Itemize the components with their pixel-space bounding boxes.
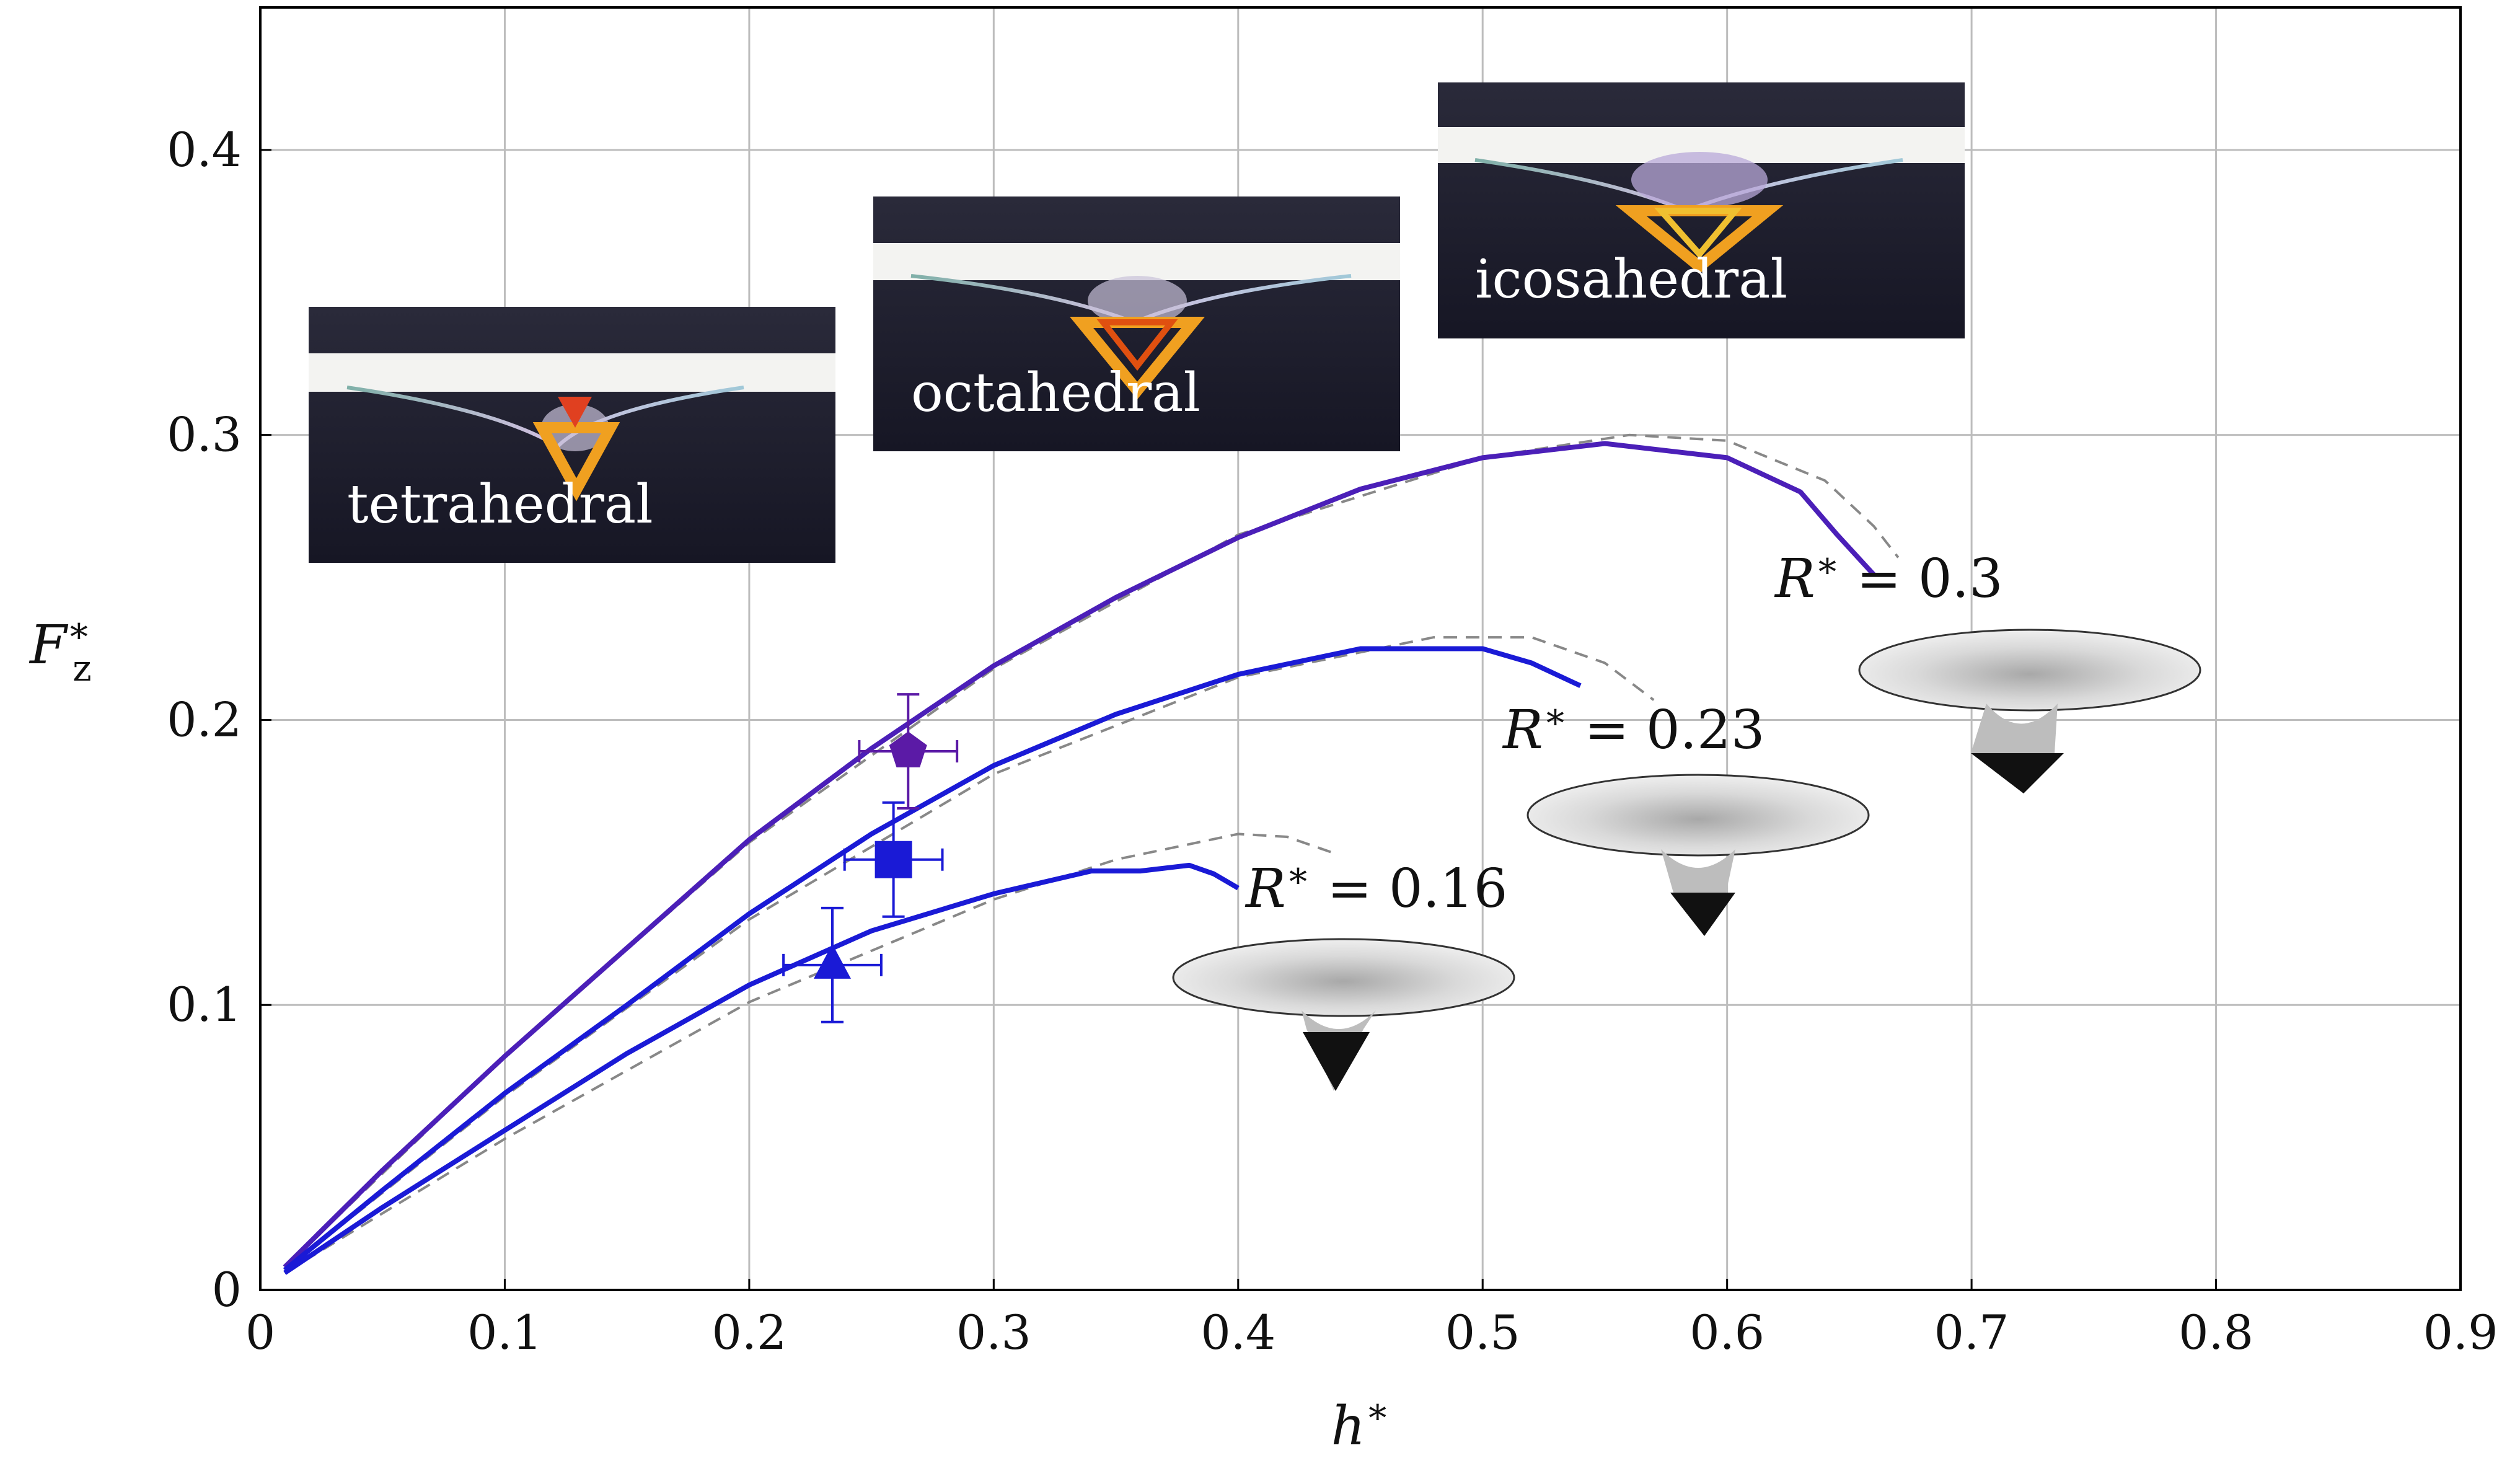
x-tick-label: 0.4 <box>1201 1305 1275 1360</box>
droplet <box>1088 276 1187 325</box>
data-point-triangle <box>814 943 851 979</box>
particle-inner <box>1654 208 1742 259</box>
annotation-r03: R∗ = 0.3 <box>1774 544 2003 610</box>
series-line <box>283 862 1240 1275</box>
y-axis-ticks: 0 0.1 0.2 0.3 0.4 <box>167 122 271 1317</box>
droplet <box>1631 152 1768 208</box>
photo-label-icosahedral: icosahedral <box>1475 249 1787 311</box>
funnel-illustration-r016 <box>1172 938 1515 1091</box>
series-line <box>283 441 1876 1270</box>
photo-inset-octahedral: octahedral <box>873 196 1400 451</box>
funnel-illustration-r023 <box>1527 774 1870 936</box>
y-axis-label: F∗ z <box>29 609 92 689</box>
x-axis-ticks: 0 0.1 0.2 0.3 0.4 0.5 0.6 0.7 0.8 0.9 <box>245 1279 2498 1360</box>
series-curves <box>283 441 1876 1275</box>
x-tick-label: 0.5 <box>1445 1305 1520 1360</box>
x-tick-label: 0.1 <box>467 1305 542 1360</box>
y-tick-label: 0 <box>212 1262 242 1317</box>
photo-label-octahedral: octahedral <box>911 362 1201 424</box>
x-tick-label: 0 <box>245 1305 275 1360</box>
data-point-square <box>875 841 912 878</box>
photo-inset-icosahedral: icosahedral <box>1438 82 1965 338</box>
annotation-r023: R∗ = 0.23 <box>1502 695 1764 761</box>
annotation-r016: R∗ = 0.16 <box>1245 854 1507 920</box>
plot-frame <box>259 6 2462 1291</box>
y-tick-label: 0.2 <box>167 692 242 747</box>
x-tick-label: 0.2 <box>712 1305 786 1360</box>
funnel-illustration-r03 <box>1858 629 2201 793</box>
tetrahedral-particle <box>532 422 620 501</box>
model-curve <box>284 832 1337 1274</box>
y-tick-label: 0.1 <box>167 977 242 1032</box>
photo-inset-tetrahedral: tetrahedral <box>309 307 835 563</box>
data-point-pentagon <box>889 731 927 767</box>
x-tick-label: 0.9 <box>2423 1305 2498 1360</box>
particle-inner <box>1096 319 1178 371</box>
y-tick-label: 0.4 <box>167 122 242 177</box>
x-axis-label: h∗ <box>1331 1390 1390 1457</box>
experimental-points <box>782 693 959 1023</box>
interface-band <box>873 243 1400 280</box>
photo-label-tetrahedral: tetrahedral <box>347 474 653 536</box>
series-line <box>283 646 1582 1272</box>
y-tick-label: 0.3 <box>167 407 242 462</box>
x-tick-label: 0.3 <box>956 1305 1031 1360</box>
x-tick-label: 0.6 <box>1690 1305 1764 1360</box>
particle-top <box>558 397 592 428</box>
x-tick-label: 0.8 <box>2179 1305 2253 1360</box>
x-tick-label: 0.7 <box>1934 1305 2009 1360</box>
interface-band <box>309 353 835 392</box>
